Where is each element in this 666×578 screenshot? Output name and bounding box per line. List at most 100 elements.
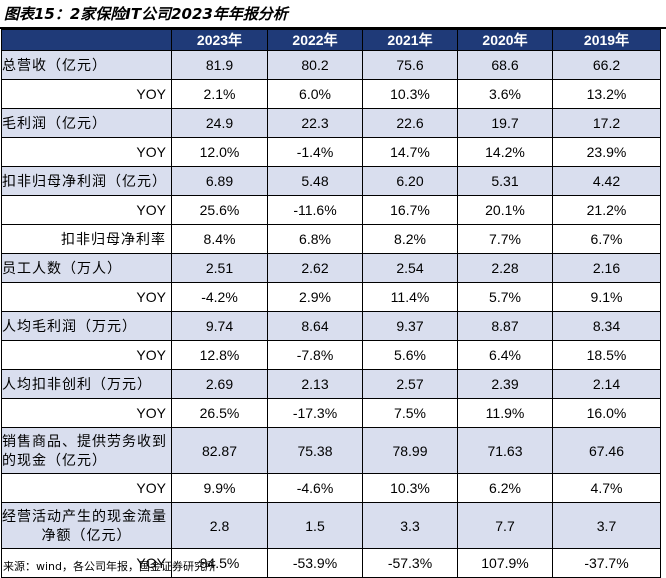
row-label: YOY — [1, 473, 172, 503]
row-label: YOY — [1, 282, 172, 312]
table-cell: 2.51 — [171, 253, 268, 283]
table-cell: 6.20 — [362, 166, 458, 196]
table-cell: 8.2% — [362, 224, 458, 254]
title-rule — [0, 27, 666, 29]
chart-title: 图表15：2家保险IT公司2023年年报分析 — [4, 5, 288, 23]
row-label: YOY — [1, 195, 172, 225]
table-cell: 82.87 — [171, 427, 268, 474]
table-row: YOY 84.5% -53.9% -57.3% 107.9% -37.7% — [1, 548, 661, 578]
header-row: 2023年 2022年 2021年 2020年 2019年 — [1, 29, 661, 51]
source-note: 来源：wind，各公司年报，国金证券研究所 — [3, 560, 217, 573]
table-cell: 6.8% — [267, 224, 363, 254]
table-cell: 22.3 — [267, 108, 363, 138]
table-cell: 3.7 — [552, 502, 661, 549]
table-cell: 9.9% — [171, 473, 268, 503]
table-cell: 2.57 — [362, 369, 458, 399]
table-row: 经营活动产生的现金流量 净额（亿元） 2.8 1.5 3.3 7.7 3.7 — [1, 502, 661, 549]
table-cell: 68.6 — [457, 50, 553, 80]
table-row: 销售商品、提供劳务收到 的现金（亿元） 82.87 75.38 78.99 71.… — [1, 427, 661, 474]
column-header: 2020年 — [457, 29, 553, 51]
table-cell: -4.6% — [267, 473, 363, 503]
row-label-line: 净额（亿元） — [41, 527, 132, 543]
column-header: 2022年 — [267, 29, 363, 51]
table-cell: 17.2 — [552, 108, 661, 138]
row-label: 销售商品、提供劳务收到 的现金（亿元） — [1, 427, 172, 474]
table-cell: 75.6 — [362, 50, 458, 80]
table-cell: 12.0% — [171, 137, 268, 167]
table-cell: 11.9% — [457, 398, 553, 428]
table-cell: 71.63 — [457, 427, 553, 474]
table-cell: 2.9% — [267, 282, 363, 312]
table-cell: 6.4% — [457, 340, 553, 370]
table-row: 扣非归母净利润（亿元） 6.89 5.48 6.20 5.31 4.42 — [1, 166, 661, 196]
row-label: 总营收（亿元） — [1, 50, 172, 80]
table-cell: 2.69 — [171, 369, 268, 399]
table-cell: -7.8% — [267, 340, 363, 370]
table-cell: 8.87 — [457, 311, 553, 341]
table-cell: 6.2% — [457, 473, 553, 503]
table-cell: 2.39 — [457, 369, 553, 399]
row-label: 毛利润（亿元） — [1, 108, 172, 138]
table-cell: 9.37 — [362, 311, 458, 341]
table-cell: 24.9 — [171, 108, 268, 138]
table-cell: 14.7% — [362, 137, 458, 167]
table-cell: 5.6% — [362, 340, 458, 370]
table-cell: 75.38 — [267, 427, 363, 474]
table-cell: 11.4% — [362, 282, 458, 312]
table-cell: 19.7 — [457, 108, 553, 138]
table-cell: 5.7% — [457, 282, 553, 312]
row-label-line: 经营活动产生的现金流量 — [2, 508, 167, 524]
table-cell: 8.34 — [552, 311, 661, 341]
row-label-line: 销售商品、提供劳务收到 — [2, 433, 167, 449]
table-row: YOY 12.0% -1.4% 14.7% 14.2% 23.9% — [1, 137, 661, 167]
table-cell: 4.42 — [552, 166, 661, 196]
row-label: YOY — [1, 79, 172, 109]
financial-table: 2023年 2022年 2021年 2020年 2019年 总营收（亿元） 81… — [1, 29, 661, 578]
table-cell: 7.7% — [457, 224, 553, 254]
header-corner — [1, 29, 172, 51]
table-cell: 107.9% — [457, 548, 553, 578]
table-row: YOY 25.6% -11.6% 16.7% 20.1% 21.2% — [1, 195, 661, 225]
table-cell: 4.7% — [552, 473, 661, 503]
table-cell: -57.3% — [362, 548, 458, 578]
table-cell: 2.14 — [552, 369, 661, 399]
table-row: 人均扣非创利（万元） 2.69 2.13 2.57 2.39 2.14 — [1, 369, 661, 399]
table-cell: 20.1% — [457, 195, 553, 225]
table-row: 总营收（亿元） 81.9 80.2 75.6 68.6 66.2 — [1, 50, 661, 80]
table-row: YOY -4.2% 2.9% 11.4% 5.7% 9.1% — [1, 282, 661, 312]
column-header: 2021年 — [362, 29, 458, 51]
row-label: 扣非归母净利润（亿元） — [1, 166, 172, 196]
table-cell: 66.2 — [552, 50, 661, 80]
table-cell: 9.1% — [552, 282, 661, 312]
column-header: 2019年 — [552, 29, 661, 51]
table-cell: -4.2% — [171, 282, 268, 312]
table-cell: 81.9 — [171, 50, 268, 80]
table-cell: -1.4% — [267, 137, 363, 167]
table-row: YOY 26.5% -17.3% 7.5% 11.9% 16.0% — [1, 398, 661, 428]
row-label: 人均扣非创利（万元） — [1, 369, 172, 399]
row-label-line: 的现金（亿元） — [2, 452, 107, 468]
table-cell: 7.7 — [457, 502, 553, 549]
table-cell: 18.5% — [552, 340, 661, 370]
row-label: 经营活动产生的现金流量 净额（亿元） — [1, 502, 172, 549]
table-cell: 25.6% — [171, 195, 268, 225]
table-cell: 2.16 — [552, 253, 661, 283]
table-cell: 2.28 — [457, 253, 553, 283]
table-cell: 5.31 — [457, 166, 553, 196]
row-label: YOY — [1, 340, 172, 370]
row-label: 扣非归母净利率 — [1, 224, 172, 254]
table-cell: 21.2% — [552, 195, 661, 225]
table-cell: 10.3% — [362, 79, 458, 109]
row-label: YOY — [1, 548, 172, 578]
table-cell: 16.7% — [362, 195, 458, 225]
table-cell: 16.0% — [552, 398, 661, 428]
table-cell: 1.5 — [267, 502, 363, 549]
table-cell: 8.64 — [267, 311, 363, 341]
table-cell: -37.7% — [552, 548, 661, 578]
table-row: 扣非归母净利率 8.4% 6.8% 8.2% 7.7% 6.7% — [1, 224, 661, 254]
row-label: 人均毛利润（万元） — [1, 311, 172, 341]
table-cell: 10.3% — [362, 473, 458, 503]
table-cell: 9.74 — [171, 311, 268, 341]
table-cell: 7.5% — [362, 398, 458, 428]
table-row: YOY 2.1% 6.0% 10.3% 3.6% 13.2% — [1, 79, 661, 109]
